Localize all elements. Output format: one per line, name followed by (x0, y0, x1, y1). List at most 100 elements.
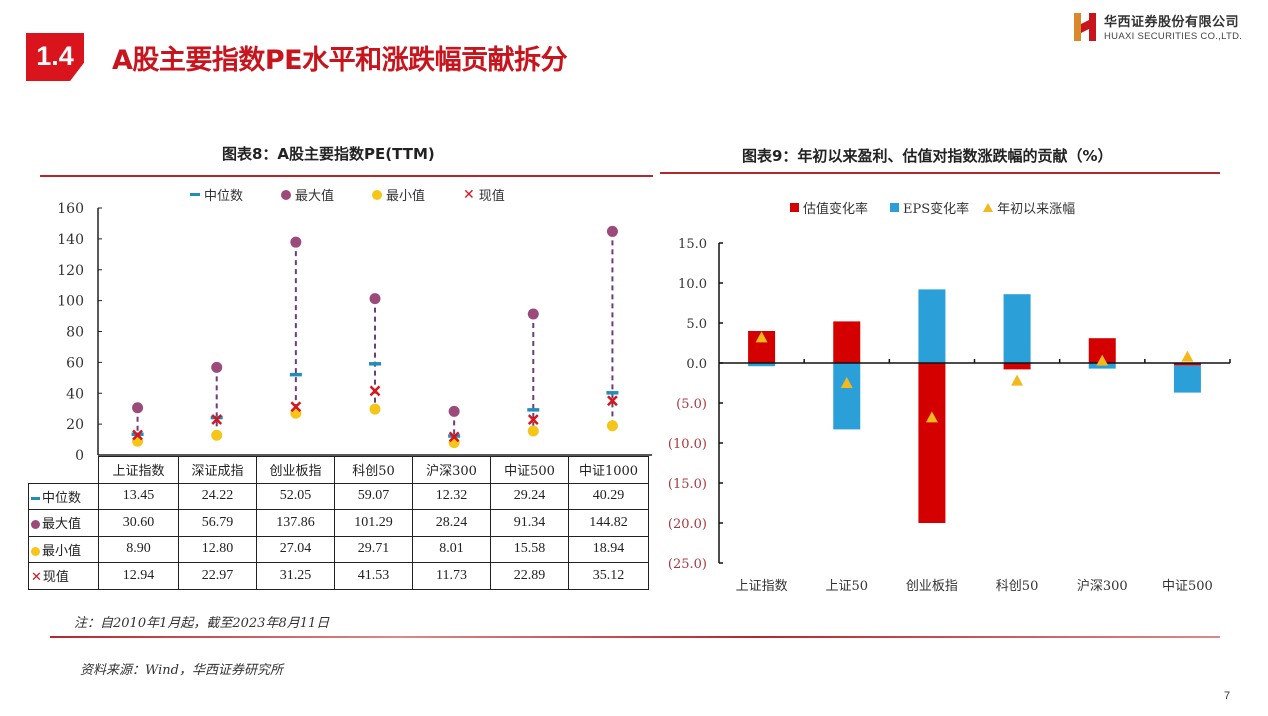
table-cell: 13.45 (98, 482, 179, 510)
table-row-min: 最小值 8.90 12.80 27.04 29.71 8.01 15.58 18… (28, 535, 649, 563)
table-cell: 27.04 (256, 535, 335, 563)
min-point (448, 437, 460, 449)
y-tick-label: 10.0 (678, 277, 707, 292)
row-label-max: 最大值 (28, 509, 99, 537)
current-point (211, 414, 223, 425)
min-point (606, 420, 618, 432)
chart8-title-rule (40, 175, 653, 177)
legend-ytd: 年初以来涨幅 (983, 198, 1075, 217)
table-cell: 28.24 (412, 509, 491, 537)
current-x-stroke (527, 414, 539, 426)
min-point (527, 425, 539, 437)
ytd-triangle (925, 411, 938, 423)
current-point (369, 385, 381, 397)
table-col-header: 上证指数 (98, 456, 179, 484)
eps-bar (748, 363, 776, 367)
y-tick-label: 0.0 (686, 357, 707, 372)
legend-min: 最小值 (372, 185, 425, 204)
y-tick-label: 160 (57, 201, 84, 217)
current-x-icon: ✕ (31, 570, 42, 586)
chart9-title-rule (660, 172, 1220, 174)
y-tick-label: (10.0) (668, 437, 707, 452)
y-tick-label: (5.0) (676, 397, 707, 412)
y-tick-label: 100 (57, 294, 84, 310)
y-tick-label: 40 (66, 386, 84, 402)
table-cell: 29.24 (490, 482, 569, 510)
legend-valuation: 估值变化率 (790, 198, 868, 217)
table-cell: 52.05 (256, 482, 335, 510)
min-circle-icon (372, 189, 383, 200)
table-col-header: 深证成指 (178, 456, 257, 484)
y-tick-label: 5.0 (686, 317, 707, 332)
table-cell: 22.89 (490, 562, 569, 590)
current-point (290, 401, 302, 413)
legend-eps: EPS变化率 (890, 198, 969, 217)
table-cell: 11.73 (412, 562, 491, 590)
company-logo: 华西证券股份有限公司 HUAXI SECURITIES CO.,LTD. (1072, 11, 1242, 42)
current-point (527, 414, 539, 426)
ytd-triangle (840, 377, 853, 388)
chart9-plot: 15.0 10.0 5.0 0.0 (5.0) (10.0) (15.0) (20.0) (25… (668, 237, 1231, 594)
current-x-stroke (290, 401, 302, 413)
table-cell: 91.34 (490, 509, 569, 537)
max-point (527, 308, 539, 320)
row-label-current: ✕现值 (28, 562, 99, 590)
valuation-square-icon (790, 203, 799, 212)
table-cell: 41.53 (334, 562, 413, 590)
max-point (132, 402, 144, 414)
chart8-legend: 中位数 最大值 最小值 ✕ 现值 (190, 185, 543, 204)
y-tick-label: 140 (57, 232, 84, 248)
table-row-max: 最大值 30.60 56.79 137.86 101.29 28.24 91.3… (28, 509, 649, 537)
max-point (448, 405, 460, 417)
eps-bar (833, 363, 861, 430)
table-cell: 40.29 (568, 482, 649, 510)
valuation-bar (833, 321, 861, 363)
legend-current: ✕ 现值 (463, 186, 505, 205)
ytd-triangle-icon (983, 203, 994, 212)
y-tick-label: 0 (75, 448, 84, 460)
y-tick-label: (20.0) (668, 517, 707, 532)
ytd-triangle (1011, 374, 1024, 386)
min-point (211, 429, 223, 441)
logo-name-en: HUAXI SECURITIES CO.,LTD. (1104, 31, 1243, 42)
min-point (369, 403, 381, 415)
table-row-current: ✕现值 12.94 22.97 31.25 41.53 11.73 22.89 … (28, 562, 649, 590)
table-cell: 59.07 (334, 482, 413, 510)
table-cell: 56.79 (178, 509, 257, 537)
x-category-label: 中证500 (1162, 579, 1213, 594)
table-corner (28, 456, 99, 484)
table-cell: 12.94 (98, 562, 179, 590)
huaxi-logo-icon (1072, 12, 1098, 42)
table-cell: 18.94 (568, 535, 649, 563)
table-header-row: 上证指数 深证成指 创业板指 科创50 沪深300 中证500 中证1000 (28, 456, 649, 484)
max-point (369, 293, 381, 305)
median-dash-icon (190, 193, 200, 196)
row-label-min: 最小值 (28, 535, 99, 563)
table-cell: 31.25 (256, 562, 335, 590)
table-col-header: 中证500 (490, 456, 569, 484)
max-point (290, 236, 302, 248)
min-circle-icon (31, 546, 40, 556)
y-tick-label: (25.0) (668, 557, 707, 572)
footer-rule (50, 636, 1220, 638)
current-x-icon: ✕ (463, 186, 475, 203)
current-point (448, 431, 460, 443)
y-tick-label: 20 (66, 417, 84, 433)
max-circle-icon (281, 189, 292, 200)
table-cell: 15.58 (490, 535, 569, 563)
x-category-label: 创业板指 (906, 579, 958, 594)
chart8-plot: 0 20 40 60 80 100 120 140 160 (57, 201, 652, 460)
table-cell: 22.97 (178, 562, 257, 590)
chart-note: 注：自2010年1月起，截至2023年8月11日 (74, 616, 330, 631)
eps-bar (918, 289, 946, 363)
table-cell: 30.60 (98, 509, 179, 537)
table-col-header: 中证1000 (568, 456, 649, 484)
current-x-stroke (369, 385, 381, 397)
y-tick-label: 80 (66, 325, 84, 341)
median-dash-icon (31, 496, 40, 500)
section-number: 1.4 (36, 40, 74, 71)
page-number: 7 (1224, 690, 1231, 702)
section-badge: 1.4 (26, 33, 84, 81)
page-title: A股主要指数PE水平和涨跌幅贡献拆分 (112, 45, 568, 76)
chart9-title: 图表9：年初以来盈利、估值对指数涨跌幅的贡献（%） (742, 147, 1113, 165)
